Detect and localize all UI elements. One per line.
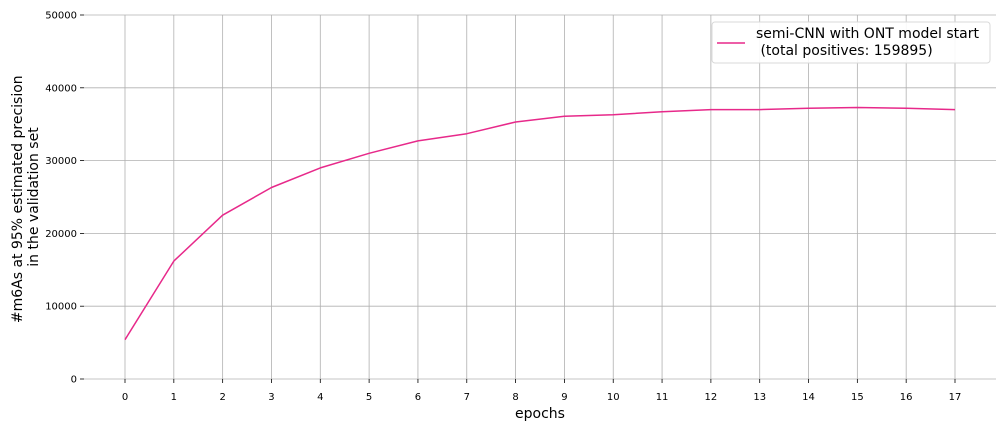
- x-tick-label: 9: [561, 392, 567, 403]
- legend-label-line-2: (total positives: 159895): [756, 43, 933, 59]
- grid: [84, 14, 996, 379]
- x-tick-label: 14: [802, 392, 815, 403]
- y-tick-labels: 0 10000 20000 30000 40000 50000: [45, 11, 84, 386]
- x-tick-label: 15: [851, 392, 864, 403]
- x-tick-label: 6: [415, 392, 421, 403]
- y-tick-label: 30000: [45, 156, 77, 167]
- x-tick-label: 2: [219, 392, 225, 403]
- legend-label-line-1: semi-CNN with ONT model start: [756, 26, 979, 42]
- x-tick-label: 1: [171, 392, 177, 403]
- series: [124, 106, 956, 341]
- x-tick-label: 5: [366, 392, 372, 403]
- y-tick-label: 40000: [45, 83, 77, 94]
- x-axis-label: epochs: [515, 406, 565, 422]
- y-tick-label: 10000: [45, 302, 77, 313]
- x-tick-label: 13: [753, 392, 766, 403]
- series-line: [124, 106, 956, 341]
- x-tick-labels: 0 1 2 3 4 5 6 7 8 9 10 11 12 13 14 15 16 17: [122, 379, 962, 403]
- legend: semi-CNN with ONT model start (total pos…: [711, 21, 991, 64]
- x-tick-label: 17: [949, 392, 962, 403]
- x-tick-label: 12: [705, 392, 718, 403]
- y-tick-label: 20000: [45, 229, 77, 240]
- y-axis-label: #m6As at 95% estimated precision in the …: [10, 71, 42, 323]
- x-tick-label: 8: [512, 392, 518, 403]
- x-tick-label: 7: [464, 392, 470, 403]
- x-tick-label: 10: [607, 392, 620, 403]
- legend-box: [711, 21, 991, 64]
- x-tick-label: 4: [317, 392, 323, 403]
- x-tick-label: 11: [656, 392, 669, 403]
- x-tick-label: 0: [122, 392, 128, 403]
- y-axis-label-line-2: in the validation set: [26, 127, 42, 267]
- y-tick-label: 0: [71, 375, 77, 386]
- y-axis-label-line-1: #m6As at 95% estimated precision: [10, 75, 26, 323]
- y-tick-label: 50000: [45, 11, 77, 22]
- x-tick-label: 16: [900, 392, 913, 403]
- x-tick-label: 3: [268, 392, 274, 403]
- svg-text:#m6As at 95% estimated precisi: #m6As at 95% estimated precision in the …: [10, 71, 42, 323]
